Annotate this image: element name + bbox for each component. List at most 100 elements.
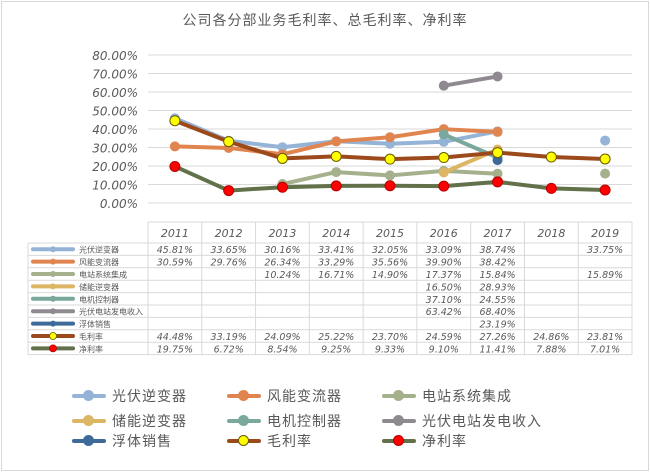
table-cell: 6.72% — [214, 344, 244, 355]
data-point[interactable] — [545, 151, 557, 163]
table-cell: 33.09% — [426, 245, 462, 256]
data-point[interactable] — [331, 167, 342, 178]
table-row: 电机控制器 37.10% 24.55% — [31, 294, 516, 306]
legend-line-marker-icon — [227, 390, 261, 402]
table-cell: 33.29% — [318, 258, 354, 269]
table-cell: 37.10% — [426, 295, 462, 306]
data-point[interactable] — [492, 147, 504, 159]
gridlines: 0.00% 10.00% 20.00% 30.00% 40.00% 50.00% 60.00… — [92, 49, 632, 211]
legend-item[interactable]: 电机控制器 — [227, 411, 342, 431]
table-cell: 9.33% — [375, 344, 405, 355]
data-point[interactable] — [169, 115, 181, 127]
table-cell: 68.40% — [479, 307, 515, 318]
table-cell: 28.93% — [479, 282, 515, 293]
data-point[interactable] — [492, 71, 503, 82]
data-point[interactable] — [169, 160, 181, 172]
data-point[interactable] — [223, 136, 235, 148]
data-point[interactable] — [600, 135, 611, 146]
data-table: 2011 2012 2013 2014 2015 2016 2017 2018 2019 光伏逆变… — [27, 221, 633, 355]
table-row-label: 毛利率 — [79, 332, 103, 342]
table-cell: 9.10% — [429, 344, 459, 355]
data-point[interactable] — [492, 126, 503, 137]
legend-label: 浮体销售 — [112, 434, 172, 450]
data-point[interactable] — [385, 170, 395, 181]
legend-line-marker-icon — [227, 415, 261, 427]
x-category-label: 2018 — [537, 227, 565, 240]
data-point[interactable] — [438, 129, 449, 140]
legend-item[interactable]: 储能逆变器 — [72, 411, 187, 431]
legend-item[interactable]: 净利率 — [382, 431, 467, 451]
legend-item[interactable]: 光伏电站发电收入 — [382, 411, 542, 431]
data-point[interactable] — [384, 153, 396, 165]
table-cell: 33.75% — [587, 245, 623, 256]
table-cell: 30.59% — [157, 258, 193, 269]
legend-item[interactable]: 浮体销售 — [72, 431, 172, 451]
data-point[interactable] — [223, 185, 235, 197]
table-cell: 32.05% — [372, 245, 408, 256]
x-category-label: 2017 — [484, 227, 512, 240]
data-point[interactable] — [438, 136, 449, 147]
table-row: 毛利率 44.48% 33.19% 24.09% 25.22% 23.70% 24.59% 2… — [31, 332, 623, 343]
y-tick-label: 10.00% — [92, 179, 138, 193]
table-row-label: 风能变流器 — [79, 257, 119, 267]
x-category-label: 2016 — [430, 227, 458, 240]
x-category-label: 2011 — [161, 227, 189, 240]
y-tick-label: 40.00% — [92, 123, 138, 137]
y-tick-label: 70.00% — [92, 68, 138, 82]
data-point[interactable] — [331, 136, 342, 147]
table-cell: 39.90% — [426, 258, 462, 269]
data-point[interactable] — [599, 184, 611, 196]
table-cell: 9.25% — [321, 344, 351, 355]
table-cell: 33.65% — [211, 245, 247, 256]
table-cell: 23.19% — [479, 320, 515, 331]
table-cell: 35.56% — [372, 258, 408, 269]
table-cell: 23.81% — [587, 332, 623, 343]
table-row-label: 净利率 — [79, 344, 103, 354]
table-cell: 26.34% — [264, 258, 300, 269]
series-group — [169, 71, 611, 197]
y-tick-label: 80.00% — [92, 49, 138, 63]
data-point[interactable] — [438, 152, 450, 164]
data-point[interactable] — [384, 180, 396, 192]
table-cell: 27.26% — [479, 332, 515, 343]
data-point[interactable] — [599, 153, 611, 165]
y-tick-label: 30.00% — [92, 142, 138, 156]
data-point[interactable] — [438, 180, 450, 192]
table-cell: 30.16% — [264, 245, 300, 256]
data-point[interactable] — [330, 180, 342, 192]
data-point[interactable] — [600, 168, 611, 179]
legend-label: 电站系统集成 — [422, 389, 512, 405]
y-tick-label: 50.00% — [92, 105, 138, 119]
table-cell: 24.86% — [533, 332, 569, 343]
data-point[interactable] — [276, 181, 288, 193]
table-row: 风能变流器 30.59% 29.76% 26.34% 33.29% 35.56% 39.90… — [31, 257, 516, 269]
data-point[interactable] — [276, 152, 288, 164]
table-row: 电站系统集成 10.24% 16.71% 14.90% 17.37% 15.84% 15.8… — [31, 270, 623, 281]
data-point[interactable] — [438, 80, 449, 91]
legend-label: 储能逆变器 — [112, 414, 187, 430]
legend-item[interactable]: 毛利率 — [227, 431, 312, 451]
legend-label: 光伏逆变器 — [112, 389, 187, 405]
data-point[interactable] — [330, 150, 342, 162]
table-cell: 23.70% — [372, 332, 408, 343]
data-point[interactable] — [492, 176, 504, 188]
table-cell: 7.01% — [590, 344, 620, 355]
data-point[interactable] — [545, 182, 557, 194]
data-point[interactable] — [492, 168, 503, 179]
legend-line-marker-icon — [72, 415, 106, 427]
x-category-label: 2019 — [591, 227, 619, 240]
data-point[interactable] — [169, 141, 180, 152]
data-point[interactable] — [277, 142, 288, 153]
data-point[interactable] — [438, 167, 449, 178]
data-point[interactable] — [492, 155, 503, 166]
legend-item[interactable]: 风能变流器 — [227, 386, 342, 406]
legend-item[interactable]: 光伏逆变器 — [72, 386, 187, 406]
table-row-label: 储能逆变器 — [79, 282, 119, 292]
table-cell: 17.37% — [426, 270, 462, 281]
x-category-label: 2013 — [268, 227, 296, 240]
data-point[interactable] — [385, 132, 395, 143]
legend-item[interactable]: 电站系统集成 — [382, 386, 512, 406]
y-tick-label: 0.00% — [100, 197, 138, 211]
